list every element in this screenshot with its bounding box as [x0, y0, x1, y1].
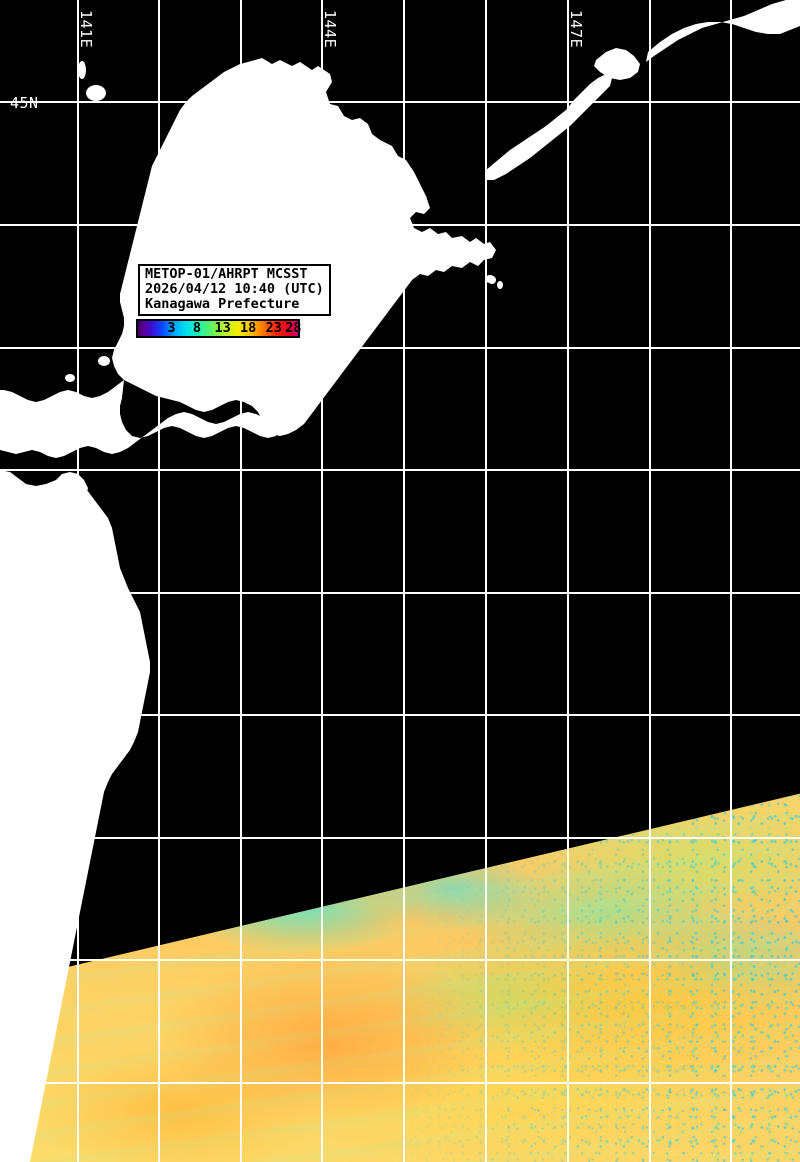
small-island-uchiura-b — [65, 374, 75, 382]
etorofu-island — [646, 0, 800, 62]
colorbar-tick-23: 23 — [265, 320, 282, 336]
colorbar-tick-3: 3 — [167, 320, 176, 336]
kuril-small-island — [488, 276, 496, 284]
rishiri-island — [86, 85, 106, 101]
habomai-island-b — [497, 281, 503, 289]
sst-colorbar-ticks: 3 8 13 18 23 28 — [136, 319, 302, 338]
info-satellite-product: METOP-01/AHRPT MCSST — [145, 266, 308, 282]
small-island-nemuro-a — [342, 260, 350, 268]
shiretoko-offshore-rock — [430, 234, 436, 240]
lon-label-147e: 147E — [567, 10, 585, 49]
small-island-inland-a — [180, 181, 186, 193]
honshu-tohoku-landmass — [0, 470, 150, 1162]
shimokita-peninsula — [54, 472, 88, 504]
colorbar-tick-28: 28 — [285, 320, 302, 336]
info-station: Kanagawa Prefecture — [145, 296, 300, 312]
small-island-uchiura-a — [98, 356, 110, 366]
colorbar-tick-18: 18 — [240, 320, 257, 336]
sst-colorbar — [136, 319, 300, 338]
kunashiri-northeast-lobe — [594, 48, 640, 80]
oshima-peninsula — [0, 380, 278, 458]
lat-label-45n: 45N — [10, 94, 39, 112]
sado-island — [48, 681, 56, 691]
info-panel: METOP-01/AHRPT MCSST 2026/04/12 10:40 (U… — [138, 264, 331, 316]
okushiri-island — [101, 589, 111, 605]
hokkaido-landmass — [112, 58, 496, 436]
colorbar-tick-8: 8 — [192, 320, 202, 336]
colorbar-tick-13: 13 — [214, 320, 231, 336]
info-datetime: 2026/04/12 10:40 (UTC) — [145, 281, 324, 297]
lon-label-144e: 144E — [321, 10, 339, 49]
lon-label-141e: 141E — [77, 10, 95, 49]
kunashiri-island — [486, 74, 612, 180]
rebun-island — [78, 61, 86, 79]
